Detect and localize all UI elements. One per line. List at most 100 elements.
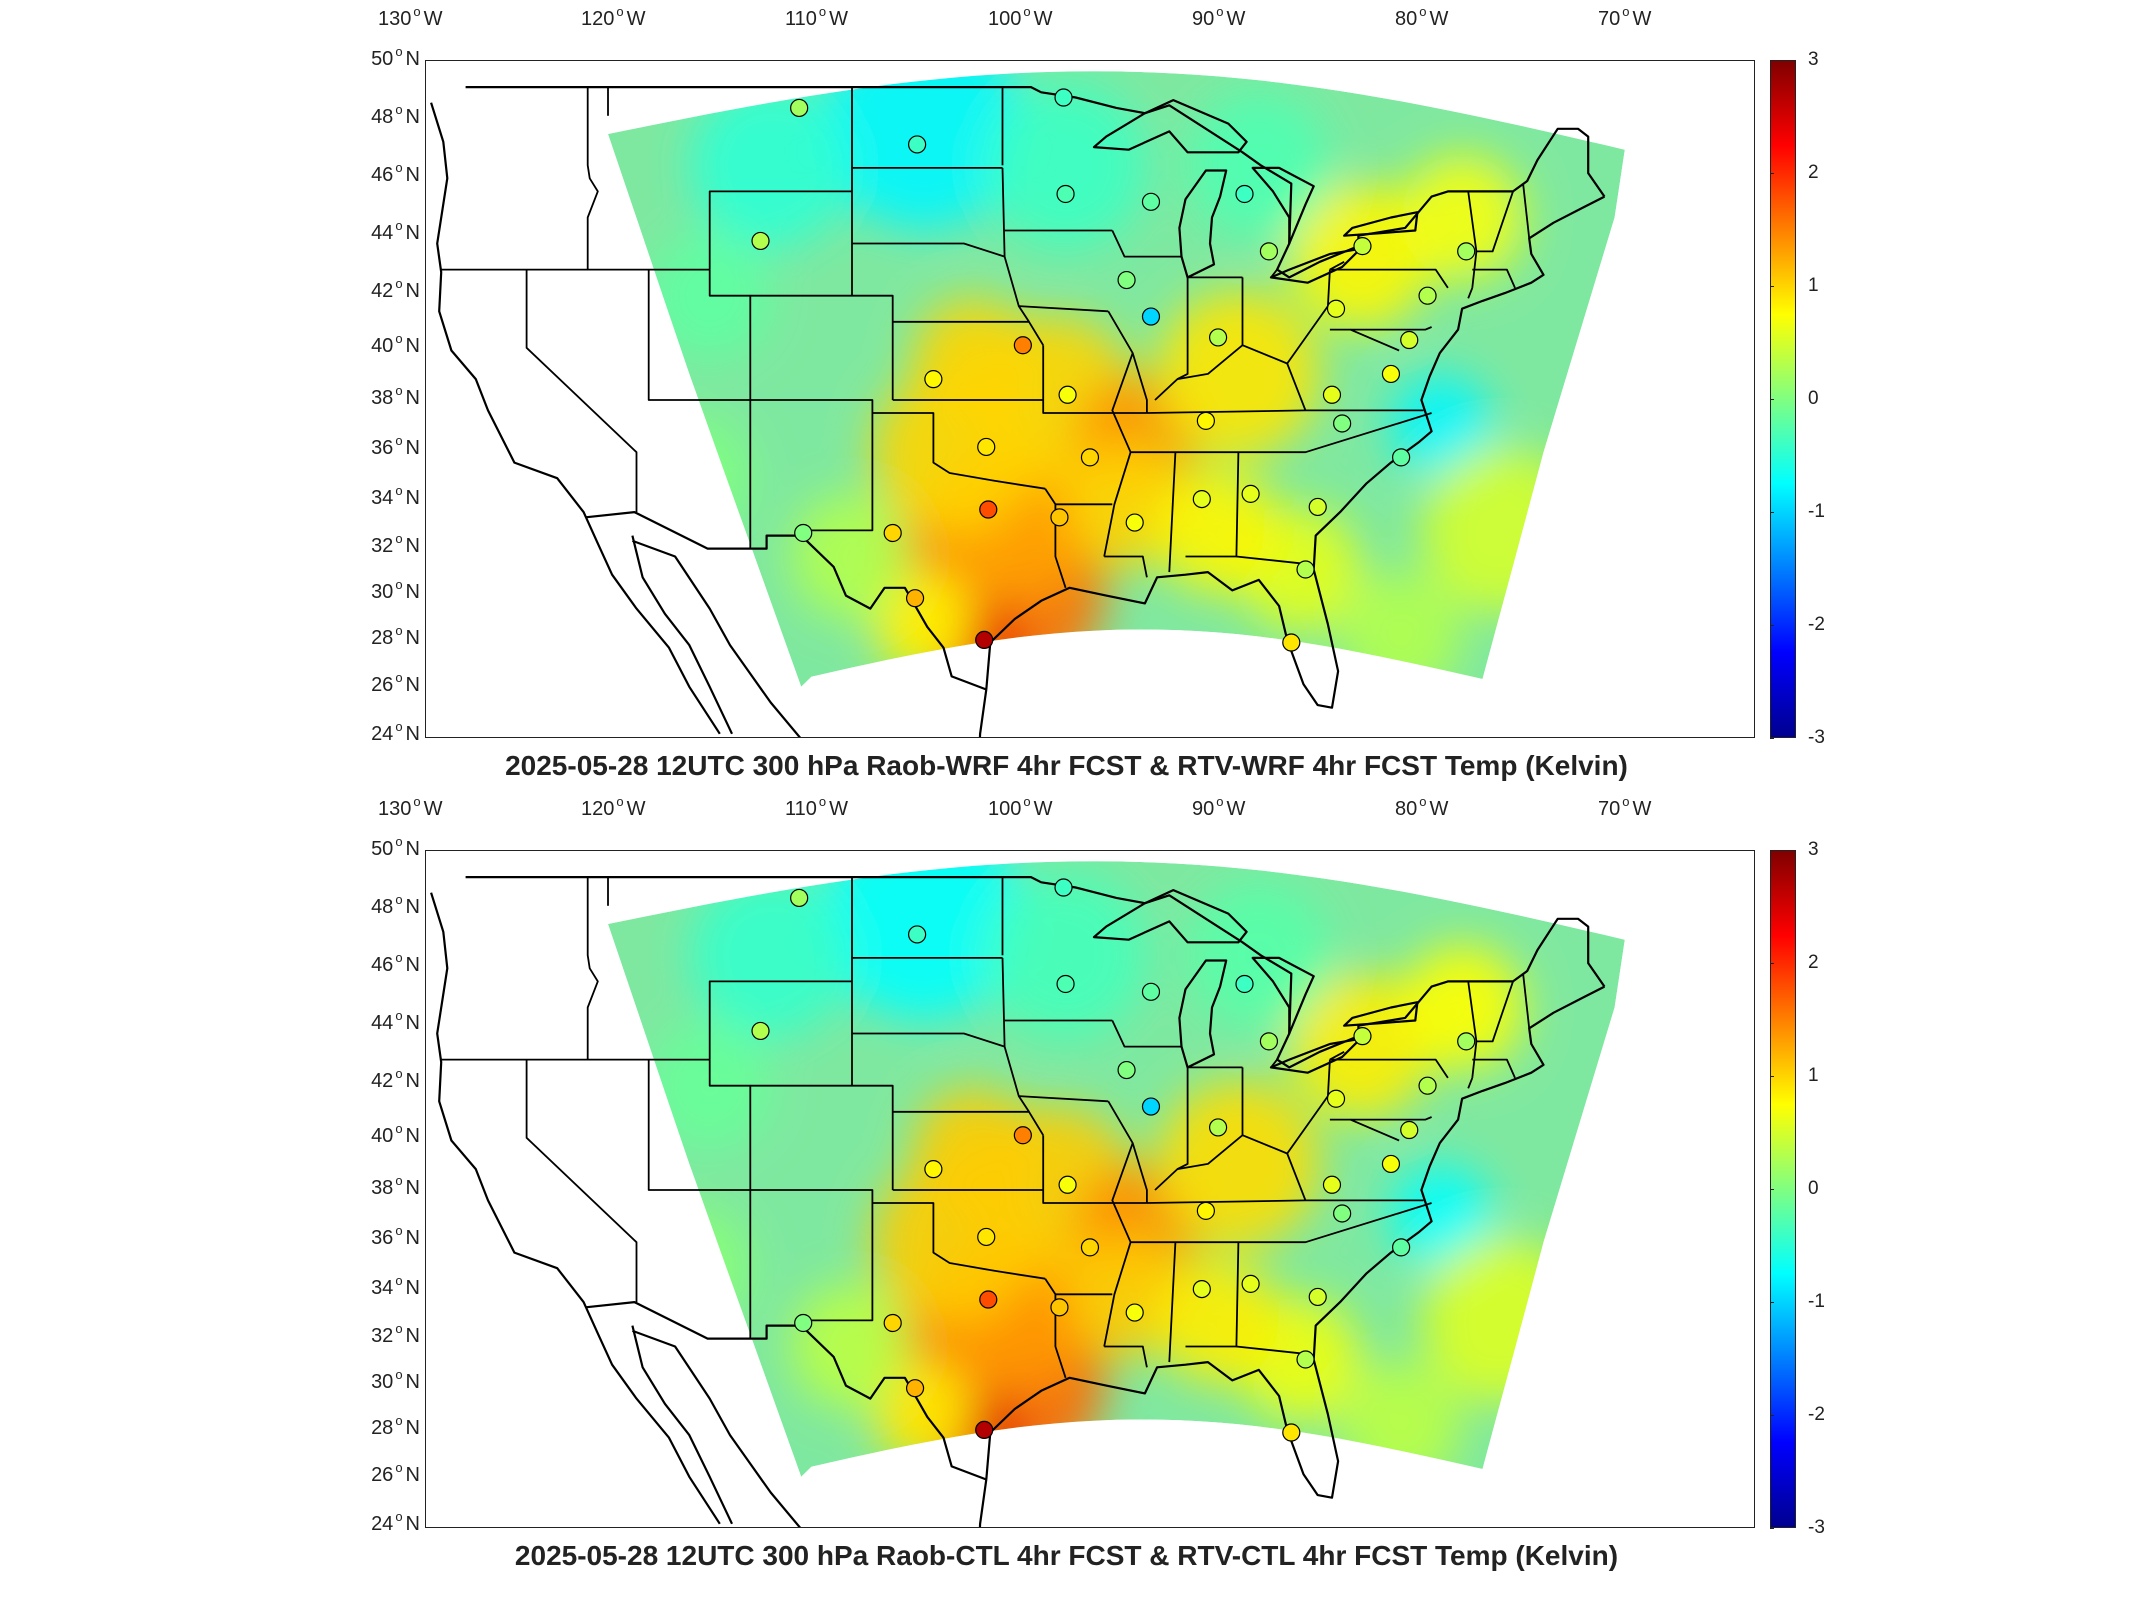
colorbar-tick-label: -3 (1808, 1517, 1825, 1538)
raob-station-marker (1392, 1238, 1411, 1257)
raob-station-marker (1241, 484, 1260, 503)
colorbar-tick-mark (1770, 399, 1774, 400)
longitude-label: 70 o W (1598, 794, 1652, 820)
latitude-label: 50 o N (371, 44, 420, 70)
latitude-label: 38 o N (371, 383, 420, 409)
raob-station-marker (1322, 385, 1342, 404)
raob-station-marker (794, 523, 813, 543)
raob-station-marker (790, 98, 809, 118)
colorbar-tick-label: -1 (1808, 1291, 1825, 1312)
raob-station-marker (1235, 974, 1254, 994)
coastlines-and-borders (430, 876, 1606, 1527)
latitude-label: 36 o N (371, 433, 420, 459)
latitude-label: 46 o N (371, 160, 420, 186)
raob-station-marker (908, 925, 927, 944)
latitude-label: 34 o N (371, 1273, 420, 1299)
raob-station-marker (1196, 411, 1215, 430)
raob-station-marker (1381, 1154, 1401, 1174)
raob-station-marker (1117, 1060, 1136, 1080)
latitude-label: 26 o N (371, 1460, 420, 1486)
raob-station-marker (1333, 1204, 1352, 1223)
raob-station-marker (1353, 237, 1372, 256)
colorbar-tick-mark (1770, 512, 1774, 513)
raob-station-marker (1080, 1238, 1100, 1257)
raob-station-marker (975, 1420, 994, 1440)
latitude-label: 42 o N (371, 1066, 420, 1092)
raob-station-marker (794, 1313, 813, 1333)
latitude-label: 44 o N (371, 218, 420, 244)
map-frame-bottom (425, 850, 1755, 1528)
map-panel-top: 130 o W 120 o W 110 o W 100 o W 90 o W 80 o W 70 o W 50 o N 48 o… (371, 4, 1825, 781)
colorbar-tick-label: -3 (1808, 727, 1825, 748)
latitude-label: 24 o N (371, 719, 420, 745)
raob-station-marker (1050, 1298, 1069, 1317)
colorbar-tick-label: -2 (1808, 1404, 1825, 1425)
raob-station-marker (1056, 184, 1075, 204)
latitude-label: 26 o N (371, 670, 420, 696)
raob-station-marker (905, 589, 925, 608)
longitude-label: 80 o W (1395, 4, 1449, 30)
raob-station-marker (1259, 242, 1279, 261)
raob-station-marker (1333, 414, 1352, 433)
longitude-label: 130 o W (378, 794, 443, 820)
raob-station-marker (979, 1290, 998, 1309)
raob-station-marker (1192, 1279, 1211, 1299)
map-panel-bottom: 130 o W 120 o W 110 o W 100 o W 90 o W 80 o W 70 o W 50 o N 48 o… (0, 790, 2133, 1590)
latitude-label: 32 o N (371, 531, 420, 557)
raob-station-marker (1080, 448, 1100, 467)
latitude-label: 28 o N (371, 623, 420, 649)
latitude-label: 34 o N (371, 483, 420, 509)
colorbar-tick-mark (1770, 625, 1774, 626)
map-svg-top (430, 71, 1625, 737)
raob-station-marker (1235, 184, 1254, 204)
raob-station-marker (1353, 1027, 1372, 1046)
raob-station-marker (1457, 1032, 1476, 1051)
raob-station-marker (1296, 1350, 1315, 1369)
panel-title-top: 2025-05-28 12UTC 300 hPa Raob-WRF 4hr FC… (505, 750, 1628, 781)
colorbar-top (1770, 60, 1796, 738)
map-frame-top (425, 60, 1755, 738)
raob-station-marker (1141, 982, 1161, 1001)
colorbar-bottom (1770, 850, 1796, 1528)
raob-station-marker (1141, 192, 1161, 211)
panel-title-bottom: 2025-05-28 12UTC 300 hPa Raob-CTL 4hr FC… (514, 1540, 1619, 1571)
raob-station-marker (1117, 270, 1136, 290)
coastlines-and-borders (430, 86, 1606, 737)
longitude-label: 110 o W (785, 794, 849, 820)
latitude-label: 30 o N (371, 577, 420, 603)
raob-station-marker (1125, 513, 1144, 532)
longitude-label: 80 o W (1395, 794, 1449, 820)
colorbar-tick-label: 2 (1808, 952, 1819, 973)
raob-station-marker (790, 888, 809, 908)
colorbar-tick-label: -2 (1808, 614, 1825, 635)
latitude-label: 46 o N (371, 950, 420, 976)
raob-station-marker (1054, 88, 1073, 107)
raob-station-marker (1308, 497, 1327, 517)
latitude-label: 48 o N (371, 102, 420, 128)
latitude-label: 36 o N (371, 1223, 420, 1249)
colorbar-tick-mark (1770, 1189, 1774, 1190)
map-svg-bottom (430, 861, 1625, 1527)
raob-station-marker (1141, 1097, 1161, 1116)
longitude-label: 120 o W (581, 794, 646, 820)
raob-station-marker (924, 370, 943, 389)
raob-station-marker (1282, 1423, 1301, 1442)
latitude-label: 38 o N (371, 1173, 420, 1199)
raob-station-marker (1192, 489, 1211, 509)
raob-station-marker (1208, 1118, 1228, 1137)
colorbar-tick-mark (1770, 738, 1774, 739)
colorbar-tick-label: 3 (1808, 49, 1819, 70)
colorbar-tick-mark (1770, 850, 1774, 851)
raob-station-marker (751, 231, 770, 251)
raob-station-marker (1050, 508, 1069, 527)
colorbar-tick-label: 0 (1808, 388, 1819, 409)
raob-station-marker (1125, 1303, 1144, 1322)
latitude-label: 48 o N (371, 892, 420, 918)
raob-station-marker (1326, 1089, 1346, 1108)
raob-station-marker (977, 437, 996, 457)
longitude-label: 120 o W (581, 4, 646, 30)
raob-station-marker (1058, 385, 1077, 404)
temperature-field (608, 861, 1625, 1477)
raob-station-marker (1418, 1076, 1437, 1095)
colorbar-tick-label: 0 (1808, 1178, 1819, 1199)
